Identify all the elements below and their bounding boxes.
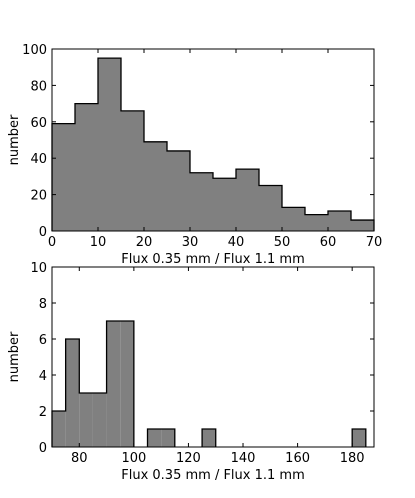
histogram-bar [213,178,236,231]
histogram-bar [106,321,121,447]
x-axis-label: Flux 0.35 mm / Flux 1.1 mm [121,468,305,483]
y-axis-label: number [7,331,22,382]
y-tick-label: 0 [39,225,47,240]
histogram-bar [190,172,213,231]
histogram-bar [202,429,216,447]
x-tick-label: 20 [136,235,153,250]
y-tick-label: 8 [39,297,47,312]
histogram-bar [98,58,121,231]
x-tick-label: 180 [340,451,365,466]
x-tick-label: 40 [228,235,245,250]
histogram-bar [65,339,80,447]
histogram-bar [120,321,134,447]
histogram-bar [161,429,175,447]
histogram-bar [92,393,107,447]
y-tick-label: 60 [30,116,47,131]
x-tick-label: 50 [274,235,291,250]
histogram-bottom: 80 100 120 140 160 180 0 2 4 6 8 10 Flux 0.35 mm / F… [7,261,375,483]
x-axis-label: Flux 0.35 mm / Flux 1.1 mm [121,252,305,267]
x-tick-label: 120 [176,451,201,466]
histogram-bar [351,220,374,231]
x-tick-label: 30 [182,235,199,250]
y-tick-label: 6 [39,333,47,348]
histogram-bar [305,214,328,231]
x-tick-label: 100 [121,451,146,466]
x-tick-label: 60 [320,235,337,250]
histogram-bar [167,150,190,231]
histogram-bar [79,393,93,447]
histogram-bar [75,103,98,231]
histogram-bar [259,185,282,231]
y-tick-label: 40 [30,152,47,167]
y-tick-label: 100 [22,43,47,58]
histogram-bar [147,429,162,447]
histogram-outline [51,320,367,447]
histogram-bar [52,123,75,231]
y-tick-label: 80 [30,79,47,94]
x-tick-label: 80 [71,451,88,466]
histogram-bar [144,141,167,231]
x-tick-label: 70 [366,235,383,250]
y-tick-label: 10 [30,261,47,276]
x-tick-label: 160 [285,451,310,466]
histogram-top: 0 10 20 30 40 50 60 70 0 20 40 60 80 100 Flux 0.35 mm … [7,43,382,267]
x-tick-label: 10 [90,235,107,250]
histogram-outline [51,57,375,231]
histogram-bar [236,169,259,231]
y-axis-label: number [7,114,22,165]
y-tick-label: 0 [39,441,47,456]
axes-frame [51,48,375,232]
histogram-bar [328,210,351,231]
y-tick-label: 20 [30,189,47,204]
histogram-bar [282,207,305,231]
y-tick-label: 4 [39,369,47,384]
x-tick-label: 140 [231,451,256,466]
histogram-bar [352,429,366,447]
axes-frame [51,266,375,448]
histogram-bar [121,110,144,231]
y-tick-label: 2 [39,405,47,420]
x-tick-label: 0 [48,235,56,250]
histogram-bar [52,411,66,447]
